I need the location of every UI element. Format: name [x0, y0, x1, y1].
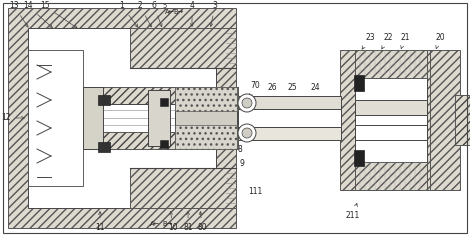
Bar [8, 8, 236, 228]
Bar [455, 95, 470, 145]
Text: 11: 11 [95, 211, 105, 232]
Text: 3: 3 [210, 1, 218, 26]
Text: 26: 26 [262, 84, 277, 107]
Text: 7: 7 [250, 115, 255, 125]
Bar [236, 96, 341, 109]
Text: 9: 9 [240, 159, 245, 168]
Bar [430, 50, 460, 190]
Bar [28, 50, 83, 186]
Text: 111: 111 [248, 187, 262, 197]
Bar [98, 95, 110, 105]
Text: 5: 5 [163, 3, 167, 9]
Bar [130, 168, 236, 208]
Bar [83, 104, 238, 132]
Text: B→: B→ [173, 9, 183, 15]
Bar [354, 150, 364, 166]
Text: 23: 23 [362, 34, 375, 49]
Text: B→: B→ [162, 221, 172, 227]
Bar [83, 87, 238, 104]
Bar [355, 125, 427, 140]
Bar [354, 75, 364, 91]
Text: A←: A← [165, 9, 175, 15]
Bar [355, 75, 427, 165]
Circle shape [238, 124, 256, 142]
Bar [236, 127, 341, 140]
Bar [340, 50, 440, 190]
Bar [98, 142, 110, 152]
Bar [28, 28, 216, 208]
Text: 21: 21 [400, 34, 410, 49]
Circle shape [238, 94, 256, 112]
Circle shape [242, 98, 252, 108]
Text: 2: 2 [138, 1, 151, 27]
Bar [455, 95, 470, 145]
Text: 4: 4 [189, 1, 195, 26]
Bar [175, 87, 237, 111]
Text: 20: 20 [435, 34, 445, 49]
Bar [83, 87, 238, 104]
Text: 6: 6 [151, 1, 162, 27]
Bar [160, 140, 168, 148]
Text: 14: 14 [23, 1, 52, 28]
Text: 8: 8 [238, 146, 243, 155]
Bar [83, 132, 238, 149]
Bar [130, 28, 236, 68]
Bar [160, 98, 168, 106]
Bar [175, 125, 237, 149]
Text: 70: 70 [250, 80, 260, 97]
Bar [175, 87, 237, 149]
Text: 12: 12 [1, 114, 24, 122]
Text: 80: 80 [197, 211, 207, 232]
Text: 1: 1 [120, 1, 138, 27]
Text: 10: 10 [168, 211, 178, 232]
Bar [83, 87, 103, 149]
Text: 15: 15 [40, 1, 77, 28]
Text: 25: 25 [280, 84, 297, 107]
Text: 211: 211 [346, 203, 360, 219]
Bar [355, 162, 427, 190]
Bar [148, 90, 170, 146]
Text: A←: A← [150, 221, 160, 227]
Bar [83, 132, 238, 149]
Bar [355, 100, 427, 115]
Bar [236, 109, 341, 127]
Text: 13: 13 [9, 1, 28, 27]
Circle shape [242, 128, 252, 138]
Text: 81: 81 [183, 211, 193, 232]
Text: 24: 24 [308, 84, 320, 107]
Text: 22: 22 [382, 34, 393, 49]
Bar [355, 50, 427, 78]
